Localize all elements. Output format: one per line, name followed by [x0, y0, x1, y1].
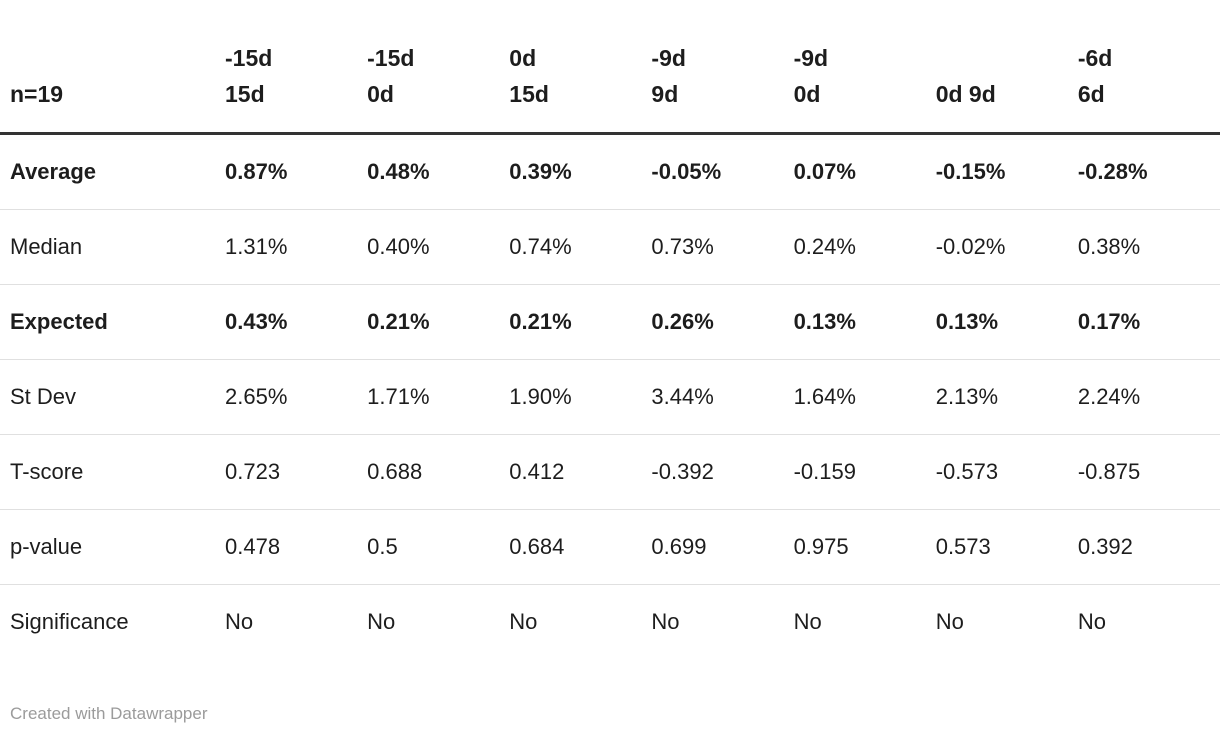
- cell-value: 0.723: [225, 434, 368, 510]
- cell-value: 0.40%: [367, 209, 510, 285]
- table-row: T-score 0.723 0.688 0.412 -0.392 -0.159 -0.573…: [0, 434, 1220, 510]
- cell-value: -0.15%: [935, 159, 1006, 184]
- row-label: St Dev: [0, 359, 225, 435]
- cell-value: 0.73%: [651, 209, 794, 285]
- cell-value: 0.975: [793, 509, 936, 585]
- cell-value: 0.87%: [225, 159, 288, 184]
- cell-value: 0.38%: [1077, 209, 1220, 285]
- row-label-column-header: n=19: [0, 0, 225, 135]
- cell-value: No: [367, 584, 510, 659]
- cell-value: 0.74%: [509, 209, 652, 285]
- cell-value: 0.43%: [225, 284, 368, 360]
- row-label: Average: [10, 159, 97, 184]
- cell-value: No: [935, 584, 1078, 659]
- cell-value: 1.71%: [367, 359, 510, 435]
- cell-value: 0.478: [225, 509, 368, 585]
- cell-value: 1.90%: [509, 359, 652, 435]
- cell-value: 0.48%: [367, 159, 430, 184]
- cell-value: 0.07%: [793, 159, 856, 184]
- cell-value: 2.65%: [225, 359, 368, 435]
- cell-value: 2.13%: [935, 359, 1078, 435]
- attribution-text: Created with Datawrapper: [10, 704, 208, 723]
- row-label: p-value: [0, 509, 225, 585]
- cell-value: No: [1077, 584, 1220, 659]
- table-row: Significance No No No No No No No: [0, 584, 1220, 659]
- cell-value: 0.13%: [935, 284, 1078, 360]
- cell-value: 0.39%: [509, 159, 572, 184]
- cell-value: No: [509, 584, 652, 659]
- cell-value: 0.573: [935, 509, 1078, 585]
- cell-value: 0.688: [367, 434, 510, 510]
- table-header: n=19 -15d 15d -15d 0d 0d 15d -9d 9d -9d 0d 0d …: [0, 0, 1220, 135]
- cell-value: 0.13%: [793, 284, 936, 360]
- cell-value: -0.28%: [1077, 159, 1148, 184]
- cell-value: No: [651, 584, 794, 659]
- table-body: Average 0.87% 0.48% 0.39% -0.05% 0.07% -0.15% -…: [0, 134, 1220, 659]
- cell-value: 0.17%: [1077, 284, 1220, 360]
- cell-value: 0.684: [509, 509, 652, 585]
- attribution: Created with Datawrapper: [10, 703, 1220, 725]
- cell-value: 1.31%: [225, 209, 368, 285]
- cell-value: 0.21%: [367, 284, 510, 360]
- table-row: Average 0.87% 0.48% 0.39% -0.05% 0.07% -0.15% -…: [0, 134, 1220, 210]
- cell-value: -0.159: [793, 434, 936, 510]
- cell-value: No: [793, 584, 936, 659]
- cell-value: 0.24%: [793, 209, 936, 285]
- column-header: -9d 0d: [793, 0, 936, 135]
- cell-value: -0.875: [1077, 434, 1220, 510]
- cell-value: 3.44%: [651, 359, 794, 435]
- cell-value: 0.699: [651, 509, 794, 585]
- stats-table: n=19 -15d 15d -15d 0d 0d 15d -9d 9d -9d 0d 0d …: [0, 0, 1220, 659]
- cell-value: 0.5: [367, 509, 510, 585]
- cell-value: -0.392: [651, 434, 794, 510]
- row-label: Median: [0, 209, 225, 285]
- cell-value: 1.64%: [793, 359, 936, 435]
- row-label: Significance: [0, 584, 225, 659]
- column-header: -9d 9d: [651, 0, 794, 135]
- row-label: Expected: [0, 284, 225, 360]
- table-row: p-value 0.478 0.5 0.684 0.699 0.975 0.573 0.392: [0, 509, 1220, 585]
- cell-value: 0.26%: [651, 284, 794, 360]
- column-header: -6d 6d: [1077, 0, 1220, 135]
- table-row: St Dev 2.65% 1.71% 1.90% 3.44% 1.64% 2.13% 2.24…: [0, 359, 1220, 435]
- cell-value: -0.573: [935, 434, 1078, 510]
- cell-value: No: [225, 584, 368, 659]
- column-header: 0d 9d: [935, 0, 1078, 135]
- cell-value: -0.02%: [935, 209, 1078, 285]
- cell-value: 0.412: [509, 434, 652, 510]
- column-header: -15d 15d: [225, 0, 368, 135]
- header-row: n=19 -15d 15d -15d 0d 0d 15d -9d 9d -9d 0d 0d …: [0, 0, 1220, 135]
- cell-value: -0.05%: [651, 159, 722, 184]
- cell-value: 0.21%: [509, 284, 652, 360]
- cell-value: 0.392: [1077, 509, 1220, 585]
- table-row: Expected 0.43% 0.21% 0.21% 0.26% 0.13% 0.13% 0.…: [0, 284, 1220, 360]
- cell-value: 2.24%: [1077, 359, 1220, 435]
- table-row: Median 1.31% 0.40% 0.74% 0.73% 0.24% -0.02% 0.3…: [0, 209, 1220, 285]
- row-label: T-score: [0, 434, 225, 510]
- column-header: -15d 0d: [367, 0, 510, 135]
- column-header: 0d 15d: [509, 0, 652, 135]
